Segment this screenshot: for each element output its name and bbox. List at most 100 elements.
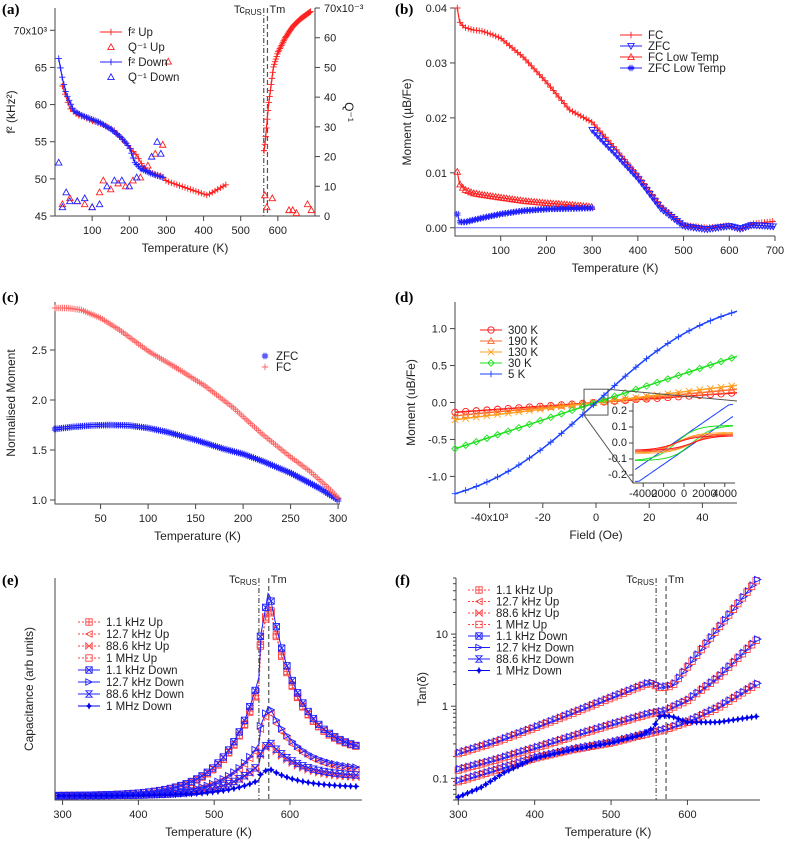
legend-label: 1 MHz Up — [106, 653, 157, 665]
x-tick-label: 150 — [186, 513, 204, 525]
data-point — [95, 188, 104, 196]
data-point — [265, 99, 273, 106]
data-point — [285, 469, 292, 476]
inset-background — [633, 403, 735, 483]
data-point — [309, 779, 318, 788]
legend-label: 1.1 kHz Up — [496, 585, 553, 597]
data-point — [170, 180, 178, 187]
data-point — [515, 423, 523, 432]
data-point — [453, 167, 462, 175]
data-point — [525, 59, 532, 67]
data-point — [262, 603, 270, 612]
data-point — [478, 214, 486, 222]
series-1-1-khz — [454, 575, 762, 758]
data-point — [487, 30, 494, 38]
data-point — [300, 476, 308, 484]
inset-loop — [635, 435, 733, 451]
data-point — [495, 771, 504, 780]
data-point — [62, 88, 69, 95]
data-point — [665, 712, 673, 720]
legend-marker — [475, 632, 483, 640]
y-right-tick-label: 0 — [324, 211, 330, 223]
data-point — [272, 745, 281, 753]
panel-label: (a) — [2, 2, 20, 18]
data-point — [674, 388, 682, 396]
data-point — [139, 791, 148, 800]
inset-x-tick-label: 2000 — [651, 488, 675, 500]
data-point — [134, 791, 143, 800]
data-point — [504, 409, 512, 417]
data-point — [504, 427, 513, 436]
data-point — [281, 467, 289, 474]
y-right-tick-label: 30 — [324, 122, 336, 134]
data-point-inner — [262, 603, 270, 611]
data-point — [734, 715, 742, 724]
data-point — [261, 766, 270, 775]
data-point — [622, 372, 629, 380]
data-point — [481, 214, 488, 221]
y-tick-label: 1.5 — [32, 445, 47, 457]
data-point — [133, 423, 140, 430]
data-point — [651, 720, 660, 728]
data-point — [190, 436, 197, 443]
data-point — [151, 149, 160, 157]
data-point — [330, 762, 339, 771]
series-1-mhz-down — [54, 765, 360, 800]
data-point — [80, 199, 89, 208]
data-point — [491, 774, 499, 783]
x-tick-label: 100 — [139, 513, 157, 525]
y-tick-label: 45 — [35, 211, 47, 223]
data-point — [213, 443, 220, 450]
data-point-inner — [304, 707, 312, 716]
data-point — [288, 737, 297, 746]
x-tick-label: 50 — [94, 513, 106, 525]
data-point — [539, 74, 546, 81]
legend-marker-inner — [85, 618, 93, 626]
legend-marker-inner — [475, 586, 483, 594]
data-point — [283, 662, 291, 670]
x-tick-label: 500 — [602, 809, 620, 821]
tc-rus-label: TcRUS — [229, 574, 257, 587]
data-point — [272, 768, 281, 777]
data-point — [577, 112, 584, 120]
data-point — [298, 475, 306, 483]
legend-marker — [627, 52, 635, 61]
panel-label: (e) — [2, 573, 19, 589]
legend-label: 1 MHz Up — [496, 620, 547, 632]
data-point — [314, 780, 323, 788]
data-point — [547, 404, 555, 412]
data-point — [351, 765, 360, 774]
data-point — [341, 782, 350, 790]
y-tick-label: 10 — [436, 629, 448, 641]
data-point — [219, 753, 227, 761]
data-point — [261, 713, 270, 721]
data-point — [59, 424, 66, 432]
data-point — [312, 482, 319, 490]
data-point — [260, 147, 268, 154]
x-tick-label: 300 — [583, 245, 601, 257]
data-point — [515, 461, 523, 469]
data-point — [632, 363, 640, 371]
data-point — [299, 699, 307, 707]
data-point — [267, 609, 275, 617]
data-point — [230, 448, 237, 455]
data-point — [55, 55, 62, 62]
data-point — [92, 791, 100, 800]
x-tick-label: 300 — [449, 809, 467, 821]
data-point — [173, 431, 180, 438]
data-point — [262, 133, 269, 140]
data-point — [150, 791, 159, 799]
data-point — [664, 340, 672, 347]
series-zfc — [588, 126, 778, 234]
data-point — [769, 223, 778, 231]
data-point — [454, 793, 463, 801]
series-fc-low-temp — [453, 167, 596, 210]
y-tick-label: -0.5 — [428, 434, 447, 446]
legend-label: ZFC Low Temp — [648, 63, 726, 75]
data-point — [293, 759, 302, 768]
data-point — [230, 784, 238, 793]
data-point — [277, 724, 286, 733]
data-point — [675, 220, 684, 228]
data-point — [169, 430, 176, 437]
data-point — [224, 785, 233, 794]
